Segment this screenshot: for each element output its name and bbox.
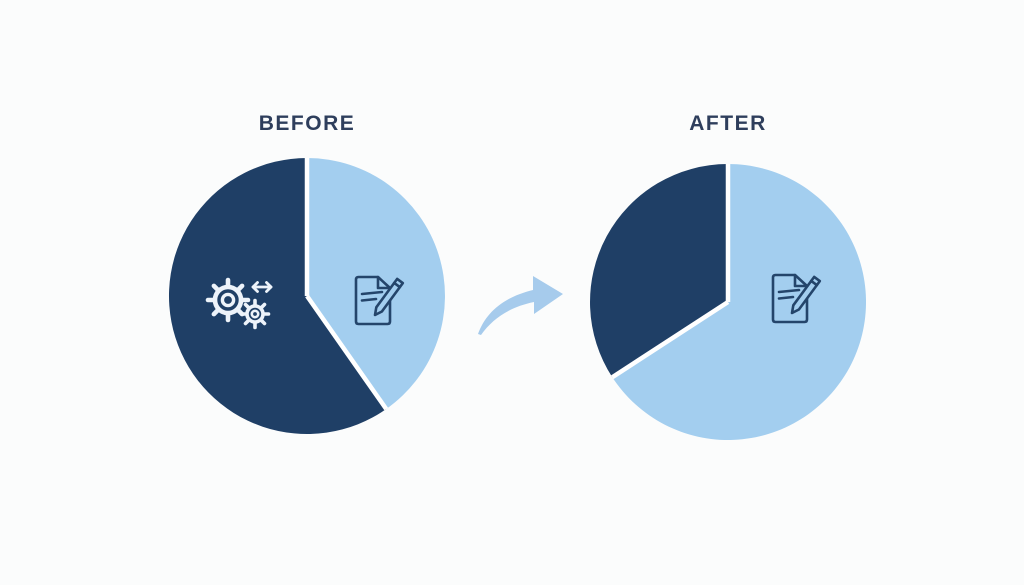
pie-slice-gears-segment [168, 157, 387, 434]
pie-slice-document-segment [612, 164, 867, 440]
document-pencil-icon [350, 264, 408, 334]
before-title: BEFORE [258, 112, 356, 135]
after-pie-chart [590, 164, 867, 440]
after-title: AFTER [689, 112, 767, 135]
slice-divider [611, 300, 730, 380]
pie-slice-document-segment [307, 158, 445, 409]
before-pie-chart [168, 157, 445, 434]
gears-sync-arrow-icon [205, 277, 273, 330]
curved-right-arrow-icon [478, 276, 563, 335]
slice-divider [305, 294, 389, 411]
document-pencil-icon [767, 262, 825, 332]
